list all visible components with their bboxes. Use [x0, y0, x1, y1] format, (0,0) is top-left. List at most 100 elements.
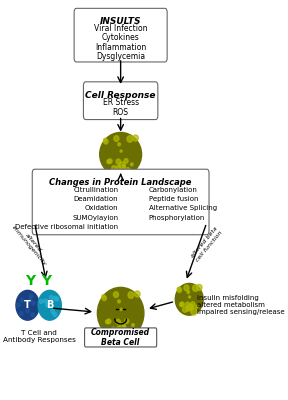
Ellipse shape — [38, 290, 61, 320]
Text: B: B — [46, 300, 53, 310]
Ellipse shape — [134, 291, 140, 297]
Ellipse shape — [123, 165, 125, 167]
Ellipse shape — [20, 298, 24, 302]
FancyBboxPatch shape — [32, 169, 209, 235]
Ellipse shape — [186, 307, 190, 311]
Text: altered
immunogenicity: altered immunogenicity — [11, 221, 52, 267]
Ellipse shape — [102, 296, 107, 301]
Text: Oxidation: Oxidation — [85, 205, 118, 211]
Ellipse shape — [187, 304, 193, 311]
Ellipse shape — [111, 327, 116, 332]
Ellipse shape — [53, 296, 57, 300]
Ellipse shape — [100, 132, 142, 176]
Ellipse shape — [116, 319, 120, 324]
Ellipse shape — [39, 300, 43, 304]
Ellipse shape — [104, 139, 108, 144]
Text: ROS: ROS — [113, 108, 129, 117]
Ellipse shape — [50, 295, 53, 299]
Ellipse shape — [125, 330, 131, 336]
Ellipse shape — [191, 308, 197, 315]
Ellipse shape — [108, 159, 112, 164]
Ellipse shape — [195, 305, 198, 308]
Ellipse shape — [46, 303, 49, 307]
Ellipse shape — [102, 295, 105, 298]
Text: Deamidation: Deamidation — [74, 196, 118, 202]
Text: Y: Y — [25, 274, 35, 288]
FancyBboxPatch shape — [74, 8, 167, 62]
Text: Compromised
Beta Cell: Compromised Beta Cell — [91, 328, 150, 347]
Ellipse shape — [17, 303, 20, 307]
Ellipse shape — [187, 290, 190, 294]
Text: Cell Response: Cell Response — [85, 90, 156, 100]
Ellipse shape — [191, 306, 193, 309]
Ellipse shape — [53, 312, 56, 316]
Ellipse shape — [130, 163, 133, 166]
Ellipse shape — [125, 319, 129, 323]
Ellipse shape — [118, 300, 120, 303]
Ellipse shape — [107, 160, 110, 164]
Ellipse shape — [107, 319, 111, 324]
Ellipse shape — [105, 320, 109, 324]
Text: INSULTS: INSULTS — [100, 17, 141, 26]
Ellipse shape — [114, 136, 119, 142]
Ellipse shape — [128, 292, 134, 298]
Ellipse shape — [97, 287, 144, 339]
Ellipse shape — [123, 165, 125, 168]
Ellipse shape — [127, 136, 133, 142]
Text: Cytokines: Cytokines — [102, 34, 139, 42]
Ellipse shape — [192, 285, 198, 292]
Text: Dysglycemia: Dysglycemia — [96, 52, 145, 61]
Ellipse shape — [124, 326, 126, 328]
Ellipse shape — [31, 313, 34, 317]
Ellipse shape — [116, 326, 120, 331]
Text: altered beta
cell function: altered beta cell function — [190, 226, 223, 262]
Ellipse shape — [119, 162, 125, 169]
Ellipse shape — [191, 302, 195, 306]
Ellipse shape — [16, 290, 39, 320]
Ellipse shape — [29, 294, 33, 298]
Text: ER Stress: ER Stress — [103, 98, 139, 107]
Text: T: T — [24, 300, 31, 310]
Ellipse shape — [184, 285, 189, 291]
Text: Citrullination: Citrullination — [73, 187, 118, 193]
Ellipse shape — [123, 326, 126, 329]
Ellipse shape — [179, 303, 183, 306]
Text: insulin misfolding
altered metabolism
impaired sensing/release: insulin misfolding altered metabolism im… — [197, 295, 285, 315]
FancyBboxPatch shape — [84, 82, 158, 120]
Ellipse shape — [132, 324, 134, 326]
Ellipse shape — [32, 301, 35, 305]
Ellipse shape — [116, 159, 121, 164]
Ellipse shape — [124, 168, 131, 174]
Ellipse shape — [177, 288, 182, 292]
Ellipse shape — [189, 296, 191, 298]
Ellipse shape — [20, 312, 23, 316]
Text: Defective ribosomal initiation: Defective ribosomal initiation — [15, 224, 118, 230]
Ellipse shape — [113, 292, 118, 298]
Ellipse shape — [28, 298, 32, 302]
Ellipse shape — [55, 297, 59, 301]
Text: Peptide fusion: Peptide fusion — [149, 196, 198, 202]
Ellipse shape — [190, 307, 193, 310]
FancyBboxPatch shape — [85, 328, 157, 347]
Text: Phosphorylation: Phosphorylation — [149, 214, 205, 220]
Text: Y: Y — [41, 274, 51, 288]
Ellipse shape — [119, 323, 126, 330]
Text: T Cell and
Antibody Responses: T Cell and Antibody Responses — [3, 330, 76, 343]
Text: Changes in Protein Landscape: Changes in Protein Landscape — [50, 178, 192, 187]
Text: Alternative Splicing: Alternative Splicing — [149, 205, 217, 211]
Text: SUMOylayion: SUMOylayion — [72, 214, 118, 220]
Text: Carbonylation: Carbonylation — [149, 187, 197, 193]
Ellipse shape — [124, 158, 128, 163]
Ellipse shape — [180, 302, 184, 307]
Ellipse shape — [112, 166, 117, 171]
Ellipse shape — [44, 299, 47, 303]
Text: Inflammation: Inflammation — [95, 43, 146, 52]
Ellipse shape — [120, 150, 122, 152]
Ellipse shape — [117, 165, 121, 170]
Ellipse shape — [51, 309, 54, 313]
Ellipse shape — [120, 308, 122, 310]
Ellipse shape — [133, 135, 138, 141]
Ellipse shape — [104, 138, 107, 142]
Ellipse shape — [118, 143, 120, 146]
Ellipse shape — [197, 284, 202, 290]
